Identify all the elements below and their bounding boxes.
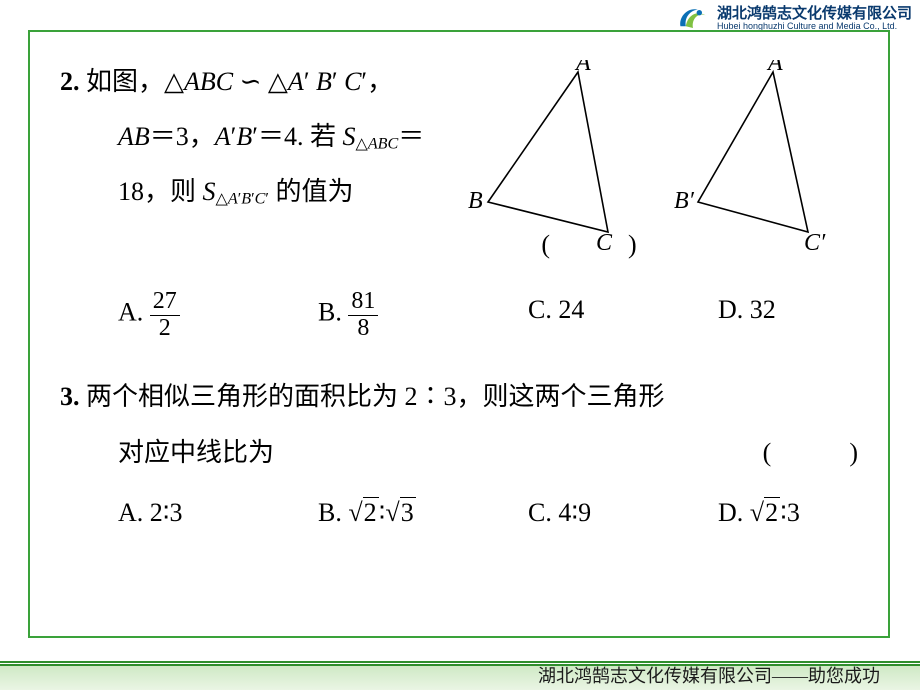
q3-optC: C. 4∶9	[528, 490, 718, 537]
q3-number: 3.	[60, 382, 80, 411]
q2-optA: A. 272	[118, 289, 318, 340]
label-A: A	[574, 60, 591, 76]
label-B: B	[468, 188, 483, 214]
label-Bp: B′	[674, 188, 695, 214]
q3-optA: A. 2∶3	[118, 490, 318, 537]
q3-options: A. 2∶3 B. √2∶√3 C. 4∶9 D. √2∶3	[60, 490, 858, 537]
q2-optD: D. 32	[718, 289, 776, 340]
q2-optB: B. 818	[318, 289, 528, 340]
footer-text: 湖北鸿鹄志文化传媒有限公司——助您成功	[538, 662, 880, 688]
q2-optC: C. 24	[528, 289, 718, 340]
label-Ap: A′	[766, 60, 789, 76]
q2-text: 2. 如图，△ABC ∽ △A′ B′ C′， AB＝3，A′B′＝4. 若 S…	[60, 54, 470, 219]
logo-cn: 湖北鸿鹄志文化传媒有限公司	[717, 6, 912, 23]
svg-text:B′: B′	[674, 188, 695, 214]
q2-abc: ABC	[184, 67, 233, 96]
q3-optD: D. √2∶3	[718, 490, 800, 537]
q3-paren: ( )	[763, 425, 858, 482]
label-Cp: C′	[804, 230, 826, 250]
similar-symbol: ∽	[240, 67, 262, 96]
q3: 3. 两个相似三角形的面积比为 2∶3，则这两个三角形 对应中线比为 ( ) A…	[60, 369, 858, 537]
label-C: C	[596, 230, 613, 250]
q2-number: 2.	[60, 67, 80, 96]
q3-l2: 对应中线比为	[118, 438, 274, 467]
q2-options: A. 272 B. 818 C. 24 D. 32	[60, 289, 858, 340]
svg-text:A′: A′	[766, 60, 789, 76]
svg-text:C′: C′	[804, 230, 826, 250]
q3-optB: B. √2∶√3	[318, 490, 528, 537]
footer: 湖北鸿鹄志文化传媒有限公司——助您成功	[0, 660, 920, 690]
page-frame: 2. 如图，△ABC ∽ △A′ B′ C′， AB＝3，A′B′＝4. 若 S…	[28, 30, 890, 638]
q3-l1: 两个相似三角形的面积比为 2∶3，则这两个三角形	[80, 382, 665, 411]
q2-l1a: 如图，	[80, 67, 165, 96]
q2-figure: A B C A′ B′ C′	[468, 60, 858, 250]
logo-text: 湖北鸿鹄志文化传媒有限公司 Hubei honghuzhi Culture an…	[717, 6, 912, 32]
